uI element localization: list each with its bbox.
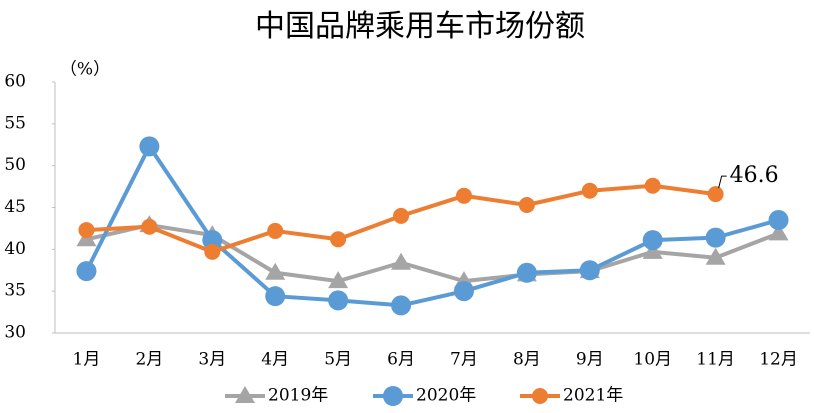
data-point <box>768 223 789 241</box>
data-point <box>265 262 286 280</box>
series-line <box>84 144 780 308</box>
chart-title: 中国品牌乘用车市场份额 <box>255 9 585 44</box>
data-point <box>707 186 724 203</box>
x-tick-label: 8月 <box>513 350 541 370</box>
y-axis-label: （%） <box>60 60 110 80</box>
data-point <box>642 241 663 259</box>
legend-label: 2021年 <box>563 386 623 406</box>
x-tick-label: 2月 <box>135 350 163 370</box>
x-tick-label: 6月 <box>387 350 415 370</box>
data-point <box>393 207 410 224</box>
data-point <box>644 177 661 194</box>
data-point <box>518 196 535 213</box>
data-point <box>267 222 284 239</box>
data-point <box>391 295 412 316</box>
data-point <box>705 247 726 265</box>
x-tick-label: 7月 <box>450 350 478 370</box>
data-point <box>202 230 223 251</box>
data-point <box>391 252 412 270</box>
x-tick-label: 9月 <box>576 350 604 370</box>
legend-marker <box>235 386 255 403</box>
data-point <box>768 210 789 231</box>
y-tick-label: 35 <box>4 281 26 301</box>
data-point <box>328 290 349 311</box>
data-point <box>581 182 598 199</box>
data-point <box>265 286 286 307</box>
data-point <box>330 231 347 248</box>
data-point <box>453 281 474 302</box>
data-point <box>705 227 726 248</box>
data-point <box>139 136 160 157</box>
y-tick-label: 40 <box>4 239 26 259</box>
data-point <box>141 218 158 235</box>
x-tick-label: 4月 <box>261 350 289 370</box>
data-point <box>642 230 663 251</box>
y-tick-label: 60 <box>4 72 26 92</box>
x-tick-label: 5月 <box>324 350 352 370</box>
y-tick-label: 45 <box>4 197 26 217</box>
data-point <box>78 222 95 239</box>
x-tick-label: 11月 <box>696 350 735 370</box>
x-tick-label: 3月 <box>198 350 226 370</box>
legend-marker <box>383 386 403 406</box>
y-tick-label: 30 <box>4 323 26 343</box>
legend-marker <box>532 388 548 404</box>
x-tick-label: 1月 <box>73 350 101 370</box>
annotation-leader <box>718 175 727 189</box>
data-point <box>516 262 537 283</box>
y-tick-label: 55 <box>4 113 26 133</box>
y-tick-label: 50 <box>4 155 26 175</box>
series-line <box>86 223 780 284</box>
x-tick-label: 10月 <box>633 350 672 370</box>
data-point <box>328 271 349 289</box>
legend-label: 2019年 <box>268 386 328 406</box>
legend-label: 2020年 <box>416 386 476 406</box>
x-tick-label: 12月 <box>759 350 798 370</box>
data-point <box>76 261 97 282</box>
data-point <box>579 260 600 281</box>
data-label: 46.6 <box>730 163 779 188</box>
data-point <box>455 187 472 204</box>
data-point <box>204 243 221 260</box>
